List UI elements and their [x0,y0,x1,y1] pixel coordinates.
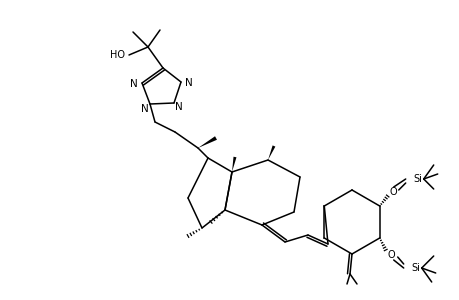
Polygon shape [231,157,236,172]
Text: N: N [141,104,149,114]
Text: Si: Si [412,174,421,184]
Text: O: O [387,250,395,260]
Polygon shape [268,146,275,160]
Text: Si: Si [410,263,419,273]
Polygon shape [197,136,217,148]
Text: HO: HO [110,50,125,60]
Text: N: N [185,78,192,88]
Text: N: N [130,79,138,89]
Text: O: O [389,187,397,197]
Text: N: N [175,102,183,112]
